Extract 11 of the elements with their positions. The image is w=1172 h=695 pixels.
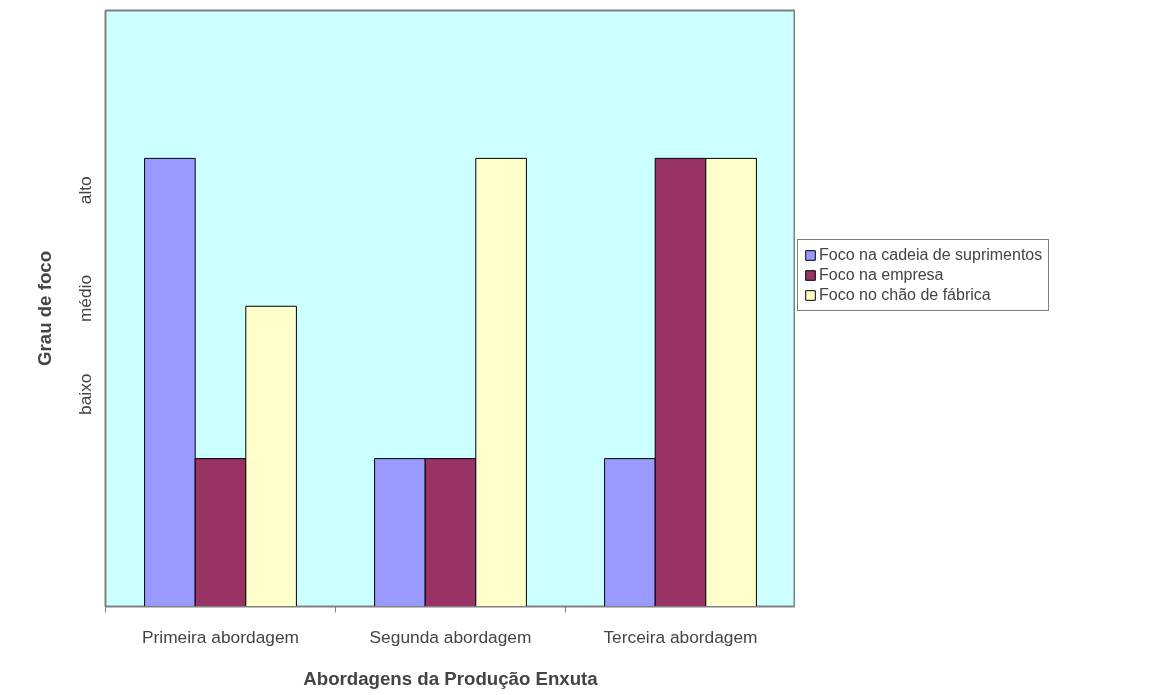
x-tick-label: Terceira abordagem <box>603 626 758 647</box>
legend-label: Foco na empresa <box>819 266 944 284</box>
text: alto <box>75 176 96 205</box>
x-tick-label: Segunda abordagem <box>369 626 532 647</box>
y-axis-title: Grau de foco <box>33 250 55 367</box>
legend-label: Foco no chão de fábrica <box>819 286 991 304</box>
text: médio <box>75 274 96 323</box>
x-tick-label: Primeira abordagem <box>142 626 300 647</box>
text: baixo <box>75 373 96 415</box>
x-axis-title: Abordagens da Produção Enxuta <box>303 667 599 689</box>
legend-label: Foco na cadeia de suprimentos <box>819 246 1043 264</box>
